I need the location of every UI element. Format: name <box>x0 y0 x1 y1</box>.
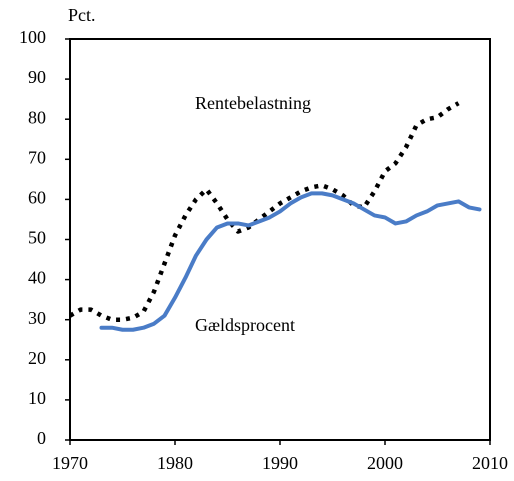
x-tick-label: 1970 <box>52 453 88 473</box>
series-line <box>68 101 460 322</box>
x-tick-label: 2010 <box>472 453 508 473</box>
y-tick-label: 40 <box>28 268 46 288</box>
x-tick-label: 1990 <box>262 453 298 473</box>
x-tick-label: 1980 <box>157 453 193 473</box>
y-tick-label: 70 <box>28 147 46 167</box>
y-tick-label: 10 <box>28 388 46 408</box>
y-axis-label: Pct. <box>68 5 96 25</box>
y-tick-label: 50 <box>28 228 46 248</box>
y-tick-label: 0 <box>37 428 46 448</box>
annotation: Gældsprocent <box>195 315 295 335</box>
y-tick-label: 30 <box>28 308 46 328</box>
y-tick-label: 20 <box>28 348 46 368</box>
x-tick-label: 2000 <box>367 453 403 473</box>
series-line <box>99 191 482 332</box>
y-tick-label: 100 <box>19 27 46 47</box>
y-tick-label: 90 <box>28 67 46 87</box>
y-tick-label: 60 <box>28 188 46 208</box>
y-tick-label: 80 <box>28 107 46 127</box>
annotation: Rentebelastning <box>195 93 311 113</box>
